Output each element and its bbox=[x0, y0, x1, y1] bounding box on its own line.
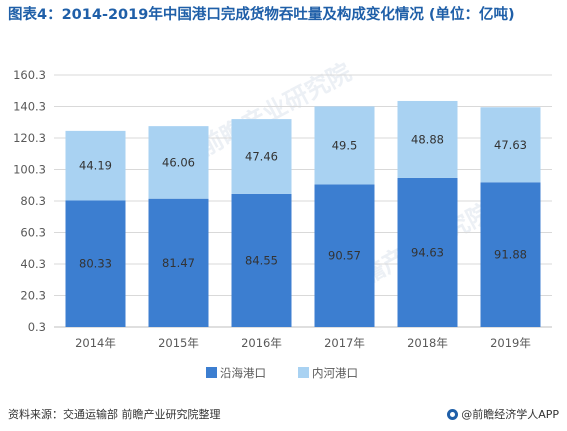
y-tick-label: 40.3 bbox=[20, 257, 46, 271]
brand-credit: @前瞻经济学人APP bbox=[447, 406, 559, 422]
x-tick-label: 2014年 bbox=[75, 336, 116, 350]
x-tick-label: 2018年 bbox=[407, 336, 448, 350]
brand-text: @前瞻经济学人APP bbox=[461, 408, 559, 421]
legend-swatch bbox=[298, 367, 309, 378]
y-tick-label: 20.3 bbox=[20, 289, 46, 303]
y-tick-label: 120.3 bbox=[13, 131, 46, 145]
data-label: 49.5 bbox=[332, 138, 358, 152]
y-tick-label: 140.3 bbox=[13, 100, 46, 114]
y-tick-label: 80.3 bbox=[20, 194, 46, 208]
data-label: 48.88 bbox=[411, 132, 444, 146]
data-label: 46.06 bbox=[162, 155, 195, 169]
bar-coastal bbox=[148, 198, 209, 327]
legend-label: 沿海港口 bbox=[220, 366, 266, 380]
data-label: 91.88 bbox=[494, 248, 527, 262]
legend-swatch bbox=[206, 367, 217, 378]
legend-label: 内河港口 bbox=[312, 366, 358, 380]
bar-coastal bbox=[480, 182, 541, 327]
bar-coastal bbox=[65, 200, 126, 327]
brand-logo-icon bbox=[447, 408, 459, 420]
source-note: 资料来源：交通运输部 前瞻产业研究院整理 bbox=[8, 408, 221, 421]
data-label: 84.55 bbox=[245, 253, 278, 267]
x-tick-label: 2016年 bbox=[241, 336, 282, 350]
bar-inland bbox=[397, 100, 458, 178]
bar-coastal bbox=[314, 184, 375, 327]
data-label: 90.57 bbox=[328, 249, 361, 263]
y-tick-label: 0.3 bbox=[28, 320, 46, 334]
bar-inland bbox=[65, 130, 126, 201]
bar-inland bbox=[314, 106, 375, 185]
chart-title: 图表4：2014-2019年中国港口完成货物吞吐量及构成变化情况 (单位：亿吨) bbox=[8, 7, 515, 23]
data-label: 94.63 bbox=[411, 245, 444, 259]
data-label: 44.19 bbox=[79, 159, 112, 173]
data-label: 80.33 bbox=[79, 257, 112, 271]
x-tick-label: 2015年 bbox=[158, 336, 199, 350]
y-tick-label: 160.3 bbox=[13, 68, 46, 82]
x-tick-label: 2019年 bbox=[490, 336, 531, 350]
bar-inland bbox=[231, 119, 292, 194]
y-tick-label: 100.3 bbox=[13, 163, 46, 177]
data-label: 47.46 bbox=[245, 149, 278, 163]
bar-coastal bbox=[231, 193, 292, 327]
bar-inland bbox=[480, 107, 541, 183]
data-label: 47.63 bbox=[494, 138, 527, 152]
x-tick-label: 2017年 bbox=[324, 336, 365, 350]
data-label: 81.47 bbox=[162, 256, 195, 270]
y-tick-label: 60.3 bbox=[20, 226, 46, 240]
bar-inland bbox=[148, 126, 209, 199]
bar-coastal bbox=[397, 177, 458, 327]
